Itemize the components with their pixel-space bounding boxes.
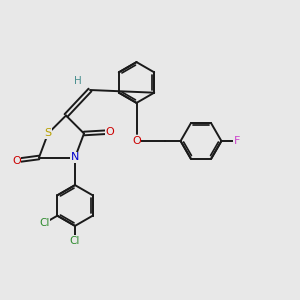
Text: O: O <box>12 155 21 166</box>
Text: O: O <box>132 136 141 146</box>
Text: F: F <box>234 136 240 146</box>
Text: O: O <box>105 127 114 137</box>
Text: N: N <box>71 152 79 163</box>
Text: Cl: Cl <box>39 218 50 228</box>
Text: Cl: Cl <box>70 236 80 246</box>
Text: H: H <box>74 76 82 86</box>
Text: S: S <box>44 128 52 139</box>
